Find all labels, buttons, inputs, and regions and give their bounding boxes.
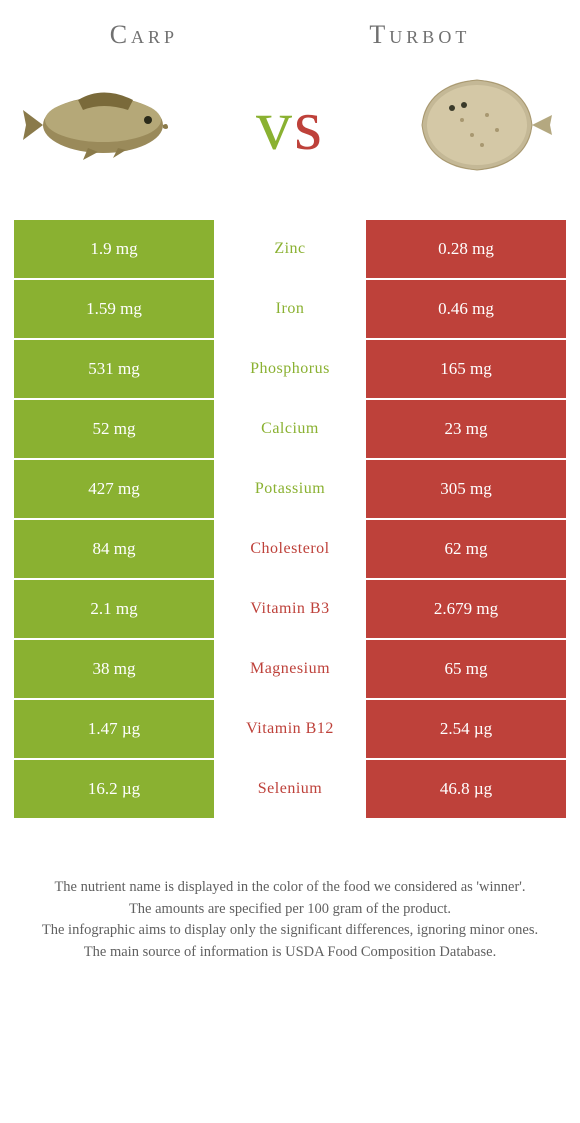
left-value-cell: 52 mg: [14, 400, 214, 458]
header: Carp Turbot: [14, 20, 566, 50]
nutrient-label-cell: Potassium: [214, 460, 366, 518]
left-value-cell: 16.2 µg: [14, 760, 214, 818]
right-value-cell: 62 mg: [366, 520, 566, 578]
right-value-cell: 65 mg: [366, 640, 566, 698]
right-value-cell: 165 mg: [366, 340, 566, 398]
nutrient-row: 38 mgMagnesium65 mg: [14, 640, 566, 698]
turbot-image: [392, 70, 562, 180]
left-food-title: Carp: [110, 20, 178, 50]
left-value-cell: 1.9 mg: [14, 220, 214, 278]
nutrient-row: 1.59 mgIron0.46 mg: [14, 280, 566, 338]
right-value-cell: 2.679 mg: [366, 580, 566, 638]
nutrient-row: 52 mgCalcium23 mg: [14, 400, 566, 458]
footer-line: The nutrient name is displayed in the co…: [22, 878, 558, 898]
nutrient-row: 1.47 µgVitamin B122.54 µg: [14, 700, 566, 758]
vs-letter-s: s: [294, 85, 324, 165]
nutrient-label-cell: Vitamin B12: [214, 700, 366, 758]
footer-line: The infographic aims to display only the…: [22, 921, 558, 941]
nutrient-row: 2.1 mgVitamin B32.679 mg: [14, 580, 566, 638]
nutrient-label-cell: Phosphorus: [214, 340, 366, 398]
right-value-cell: 23 mg: [366, 400, 566, 458]
left-value-cell: 427 mg: [14, 460, 214, 518]
nutrient-label-cell: Iron: [214, 280, 366, 338]
right-value-cell: 0.46 mg: [366, 280, 566, 338]
carp-image: [18, 70, 188, 180]
left-value-cell: 1.59 mg: [14, 280, 214, 338]
nutrient-label-cell: Magnesium: [214, 640, 366, 698]
vs-letter-v: v: [256, 85, 294, 165]
left-value-cell: 531 mg: [14, 340, 214, 398]
nutrient-row: 16.2 µgSelenium46.8 µg: [14, 760, 566, 818]
nutrient-label-cell: Vitamin B3: [214, 580, 366, 638]
nutrient-label-cell: Cholesterol: [214, 520, 366, 578]
left-value-cell: 38 mg: [14, 640, 214, 698]
nutrient-row: 84 mgCholesterol62 mg: [14, 520, 566, 578]
footer-line: The amounts are specified per 100 gram o…: [22, 900, 558, 920]
nutrient-label-cell: Selenium: [214, 760, 366, 818]
right-value-cell: 46.8 µg: [366, 760, 566, 818]
footer-line: The main source of information is USDA F…: [22, 943, 558, 963]
vs-row: vs: [14, 70, 566, 180]
infographic-container: Carp Turbot vs: [0, 0, 580, 984]
nutrient-label-cell: Calcium: [214, 400, 366, 458]
footer-notes: The nutrient name is displayed in the co…: [14, 878, 566, 962]
left-value-cell: 2.1 mg: [14, 580, 214, 638]
left-value-cell: 84 mg: [14, 520, 214, 578]
right-value-cell: 2.54 µg: [366, 700, 566, 758]
vs-label: vs: [256, 84, 324, 167]
nutrient-row: 427 mgPotassium305 mg: [14, 460, 566, 518]
nutrient-label-cell: Zinc: [214, 220, 366, 278]
nutrient-row: 531 mgPhosphorus165 mg: [14, 340, 566, 398]
left-value-cell: 1.47 µg: [14, 700, 214, 758]
right-value-cell: 0.28 mg: [366, 220, 566, 278]
right-food-title: Turbot: [369, 20, 470, 50]
nutrient-table: 1.9 mgZinc0.28 mg1.59 mgIron0.46 mg531 m…: [14, 220, 566, 818]
right-value-cell: 305 mg: [366, 460, 566, 518]
nutrient-row: 1.9 mgZinc0.28 mg: [14, 220, 566, 278]
